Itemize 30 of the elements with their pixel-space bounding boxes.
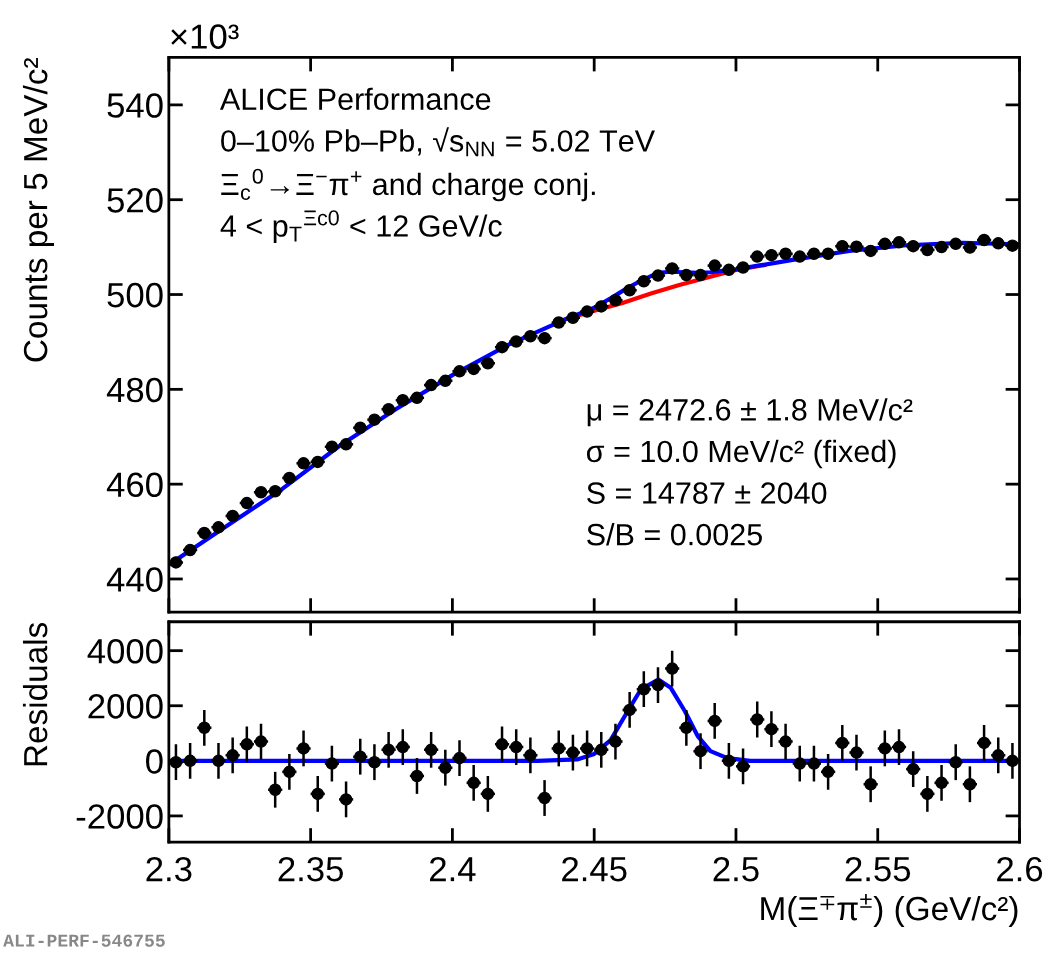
y-tick-label: -2000 <box>76 804 163 829</box>
annotation: σ = 10.0 MeV/c² (fixed) <box>586 439 896 469</box>
annotation: Ξ$_{c}$$^{0}$→Ξ$^{−}$π$^{+}$ and charge conj. <box>221 168 595 202</box>
x-tick-label: 2.3 <box>146 856 192 882</box>
y-tick-label: 0 <box>146 749 163 774</box>
y-tick-label: 540 <box>107 93 163 118</box>
y-axis-title: Residuals <box>22 622 48 766</box>
annotation: S = 14787 ± 2040 <box>587 482 827 504</box>
annotation: S/B = 0.0025 <box>587 523 762 546</box>
y-tick-label: 520 <box>107 188 163 213</box>
y-tick-label: 4000 <box>87 639 163 664</box>
annotation: 0–10% Pb–Pb, √s$_{NN}$ = 5.02 TeV <box>221 127 655 157</box>
y-tick-label: 2000 <box>88 694 163 719</box>
y-tick-label: 440 <box>106 567 163 592</box>
y-tick-label: 480 <box>106 377 163 403</box>
x-tick-label: 2.35 <box>278 856 343 882</box>
y-tick-label: 460 <box>106 472 163 498</box>
annotation: ALICE Performance <box>219 87 491 111</box>
y-axis-title: Counts per 5 MeV/c² <box>22 58 55 362</box>
x-tick-label: 2.6 <box>997 856 1043 882</box>
x-tick-label: 2.4 <box>430 856 476 882</box>
annotation: μ = 2472.6 ± 1.8 MeV/c² <box>587 398 913 427</box>
text: ALI-PERF-546755 <box>3 934 165 947</box>
x-tick-label: 2.55 <box>845 856 911 882</box>
x-axis-title: M(Ξ$^{∓}$π$^{±}$) (GeV/c²) <box>761 893 1018 928</box>
x-tick-label: 2.45 <box>562 856 627 882</box>
annotation: 4 < p$_{T}$$^{Ξc0}$ < 12 GeV/c <box>220 210 502 243</box>
x-tick-label: 2.5 <box>713 856 759 882</box>
y-tick-label: 500 <box>107 282 163 308</box>
text: ×10³ <box>171 24 239 49</box>
